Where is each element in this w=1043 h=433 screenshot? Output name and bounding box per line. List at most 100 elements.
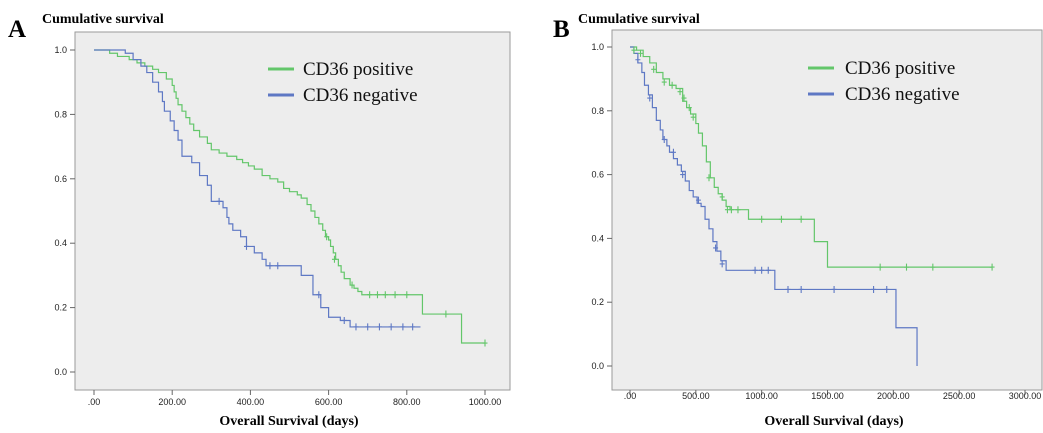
x-tick-label: 2000.00 bbox=[877, 391, 910, 401]
censor-mark bbox=[677, 88, 683, 96]
panel-a-legend-label-negative: CD36 negative bbox=[303, 85, 418, 106]
censor-mark bbox=[374, 291, 380, 299]
censor-mark bbox=[759, 215, 765, 223]
y-tick-label: 0.2 bbox=[591, 297, 604, 307]
censor-mark bbox=[376, 323, 382, 331]
panel-a-y-axis-title: Cumulative survival bbox=[42, 12, 164, 27]
censor-mark bbox=[930, 263, 936, 271]
censor-mark bbox=[904, 263, 909, 271]
censor-mark bbox=[695, 196, 701, 204]
series-line-cd36-negative bbox=[630, 46, 918, 366]
censor-mark bbox=[661, 78, 667, 86]
panel-a-series-lines bbox=[94, 49, 485, 344]
y-tick-label: 0.6 bbox=[591, 170, 604, 180]
censor-mark bbox=[404, 291, 410, 299]
panel-b-y-axis-title: Cumulative survival bbox=[578, 12, 700, 27]
y-tick-label: 0.2 bbox=[54, 303, 67, 313]
censor-mark bbox=[686, 104, 692, 112]
censor-mark bbox=[341, 316, 347, 324]
y-tick-label: 1.0 bbox=[591, 42, 604, 52]
censor-mark bbox=[680, 171, 686, 179]
panel-b-legend-label-positive: CD36 positive bbox=[845, 58, 955, 79]
x-tick-label: 400.00 bbox=[237, 397, 265, 407]
censor-mark bbox=[216, 197, 222, 205]
panel-b-series-lines bbox=[630, 46, 993, 366]
panel-b-legend: CD36 positive CD36 negative bbox=[808, 58, 960, 105]
y-tick-label: 0.0 bbox=[591, 361, 604, 371]
censor-mark bbox=[884, 285, 890, 293]
panel-b-y-ticks: 0.0 0.2 0.4 0.6 0.8 1.0 bbox=[591, 42, 612, 371]
series-line-cd36-positive bbox=[630, 46, 993, 268]
censor-mark bbox=[785, 285, 791, 293]
censor-mark bbox=[877, 263, 883, 271]
censor-mark bbox=[638, 49, 644, 57]
censor-mark bbox=[349, 281, 355, 289]
censor-mark bbox=[728, 206, 734, 214]
series-line-cd36-negative bbox=[94, 49, 421, 328]
censor-mark bbox=[410, 323, 416, 331]
panel-b-censor-marks bbox=[631, 46, 995, 293]
y-tick-label: 0.0 bbox=[54, 367, 67, 377]
censor-mark bbox=[669, 81, 675, 89]
censor-mark bbox=[778, 215, 784, 223]
censor-mark bbox=[752, 266, 758, 274]
censor-mark bbox=[661, 136, 667, 144]
x-tick-label: 3000.00 bbox=[1009, 391, 1042, 401]
x-tick-label: 1000.00 bbox=[745, 391, 778, 401]
censor-mark bbox=[831, 285, 837, 293]
censor-mark bbox=[388, 323, 394, 331]
x-tick-label: 600.00 bbox=[315, 397, 343, 407]
censor-mark bbox=[631, 46, 637, 54]
censor-mark bbox=[719, 260, 725, 268]
censor-mark bbox=[482, 339, 488, 347]
censor-mark bbox=[713, 244, 719, 252]
censor-mark bbox=[635, 56, 641, 64]
censor-mark bbox=[382, 291, 388, 299]
censor-mark bbox=[367, 291, 373, 299]
x-tick-label: 200.00 bbox=[158, 397, 186, 407]
censor-mark bbox=[706, 174, 712, 182]
y-tick-label: 1.0 bbox=[54, 45, 67, 55]
panel-a-y-ticks: 0.0 0.2 0.4 0.6 0.8 1.0 bbox=[54, 45, 75, 377]
panel-b-x-axis-title: Overall Survival (days) bbox=[764, 414, 904, 429]
censor-mark bbox=[647, 94, 653, 102]
x-tick-label: 800.00 bbox=[393, 397, 421, 407]
panel-b-legend-label-negative: CD36 negative bbox=[845, 84, 960, 105]
censor-mark bbox=[400, 323, 406, 331]
x-tick-label: 1000.00 bbox=[469, 397, 502, 407]
panel-a-legend-label-positive: CD36 positive bbox=[303, 59, 413, 80]
censor-mark bbox=[735, 206, 741, 214]
panel-a-x-axis-title: Overall Survival (days) bbox=[219, 414, 359, 429]
y-tick-label: 0.4 bbox=[591, 233, 604, 243]
y-tick-label: 0.8 bbox=[591, 106, 604, 116]
censor-mark bbox=[365, 323, 371, 331]
x-tick-label: 2500.00 bbox=[943, 391, 976, 401]
y-tick-label: 0.4 bbox=[54, 238, 67, 248]
panel-b: B Cumulative survival 0.0 0.2 0.4 0.6 0.8 1.0… bbox=[553, 12, 1043, 429]
censor-mark bbox=[798, 215, 804, 223]
x-tick-label: .00 bbox=[624, 391, 637, 401]
panel-a-letter: A bbox=[8, 16, 26, 43]
censor-mark bbox=[316, 291, 322, 299]
y-tick-label: 0.6 bbox=[54, 174, 67, 184]
censor-mark bbox=[759, 266, 765, 274]
panel-b-x-ticks: .00 500.00 1000.00 1500.00 2000.00 2500.00 300… bbox=[624, 390, 1042, 401]
panel-a-x-ticks: .00 200.00 400.00 600.00 800.00 1000.00 bbox=[88, 390, 502, 407]
panel-a-censor-marks bbox=[216, 197, 488, 347]
censor-mark bbox=[719, 193, 725, 201]
panel-b-letter: B bbox=[553, 16, 570, 43]
censor-mark bbox=[690, 113, 696, 121]
panel-a-legend: CD36 positive CD36 negative bbox=[268, 59, 418, 106]
censor-mark bbox=[681, 94, 687, 102]
panel-a-plot-area bbox=[74, 31, 511, 391]
censor-mark bbox=[267, 262, 273, 270]
censor-mark bbox=[243, 242, 249, 250]
censor-mark bbox=[989, 263, 995, 271]
y-tick-label: 0.8 bbox=[54, 109, 67, 119]
x-tick-label: 1500.00 bbox=[811, 391, 844, 401]
censor-mark bbox=[651, 65, 657, 73]
series-line-cd36-positive bbox=[94, 49, 485, 344]
censor-mark bbox=[871, 285, 877, 293]
panel-a: A Cumulative survival 0.0 0.2 0.4 0.6 0.8 1.0… bbox=[8, 12, 511, 429]
x-tick-label: 500.00 bbox=[682, 391, 710, 401]
